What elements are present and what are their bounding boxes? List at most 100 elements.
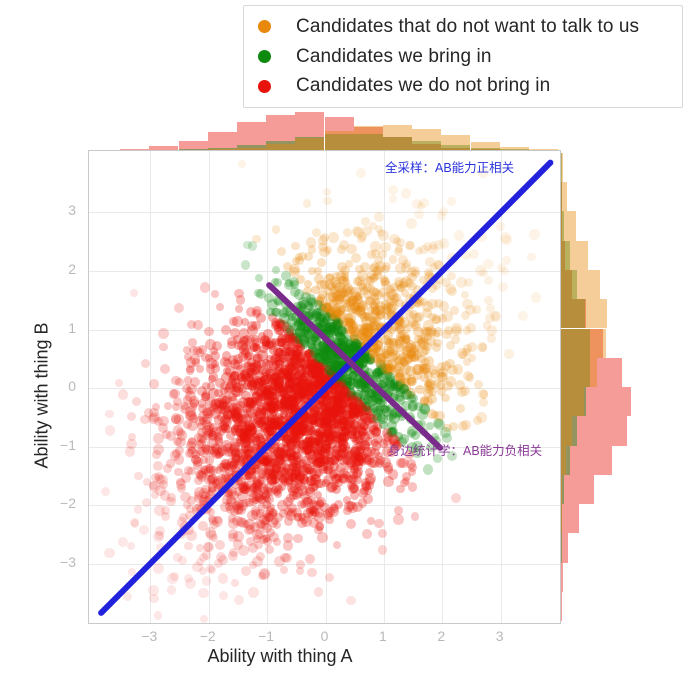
scatter-point: [287, 453, 296, 462]
scatter-point: [402, 335, 411, 345]
scatter-point: [182, 395, 193, 405]
scatter-point: [310, 380, 321, 390]
scatter-point: [104, 425, 116, 436]
scatter-point: [298, 427, 308, 437]
scatter-point: [281, 553, 292, 564]
scatter-point: [354, 358, 364, 368]
scatter-point: [241, 318, 249, 327]
scatter-point: [263, 494, 275, 505]
histogram-bar: [561, 445, 613, 475]
scatter-point: [287, 360, 297, 370]
scatter-point: [192, 503, 202, 514]
scatter-point: [451, 325, 462, 336]
scatter-point: [252, 555, 263, 567]
scatter-point: [424, 272, 434, 282]
scatter-point: [282, 393, 292, 403]
scatter-point: [332, 360, 342, 371]
scatter-point: [286, 483, 297, 494]
scatter-point: [344, 397, 354, 407]
scatter-point: [306, 496, 316, 506]
scatter-point: [336, 403, 347, 415]
scatter-point: [346, 391, 356, 401]
scatter-point: [321, 329, 330, 338]
scatter-point: [243, 449, 254, 460]
scatter-point: [163, 401, 173, 411]
scatter-point: [152, 460, 164, 472]
y-tick-label: 2: [68, 261, 76, 277]
scatter-point: [220, 458, 231, 469]
scatter-point: [260, 457, 270, 467]
scatter-point: [314, 381, 324, 390]
scatter-point: [478, 168, 488, 178]
scatter-point: [371, 441, 382, 451]
scatter-point: [349, 295, 359, 306]
scatter-point: [378, 439, 388, 449]
scatter-point: [345, 380, 355, 391]
scatter-point: [257, 470, 267, 479]
scatter-point: [326, 307, 336, 317]
scatter-point: [321, 349, 331, 359]
scatter-point: [261, 499, 271, 509]
scatter-point: [181, 384, 191, 394]
scatter-point: [424, 269, 435, 280]
scatter-point: [285, 448, 295, 458]
histogram-bar: [324, 130, 354, 150]
scatter-point: [261, 340, 272, 351]
scatter-point: [343, 323, 355, 334]
scatter-point: [270, 371, 282, 383]
scatter-point: [344, 343, 356, 355]
scatter-point: [401, 276, 412, 287]
scatter-point: [171, 375, 181, 386]
scatter-point: [210, 519, 220, 529]
scatter-point: [279, 467, 291, 479]
scatter-point: [204, 489, 215, 500]
scatter-point: [343, 316, 353, 326]
scatter-point: [408, 400, 419, 411]
scatter-point: [289, 403, 298, 413]
scatter-point: [410, 266, 421, 277]
scatter-point: [286, 374, 295, 383]
scatter-point: [350, 452, 360, 462]
scatter-point: [297, 513, 307, 522]
scatter-point: [316, 366, 325, 376]
legend-item[interactable]: Candidates that do not want to talk to u…: [258, 12, 672, 42]
scatter-point: [271, 463, 282, 474]
scatter-point: [331, 434, 342, 445]
scatter-point: [477, 388, 489, 400]
scatter-point: [349, 420, 360, 430]
scatter-point: [186, 505, 195, 514]
scatter-point: [392, 363, 402, 373]
scatter-point: [331, 414, 341, 424]
legend-item[interactable]: Candidates we bring in: [258, 42, 672, 72]
legend-item[interactable]: Candidates we do not bring in: [258, 71, 672, 101]
scatter-point: [357, 270, 369, 282]
scatter-point: [311, 310, 322, 322]
scatter-point: [325, 372, 335, 381]
scatter-point: [126, 412, 137, 422]
scatter-point: [329, 310, 338, 319]
scatter-point: [230, 410, 241, 421]
scatter-point: [282, 366, 293, 377]
scatter-point: [252, 308, 261, 318]
scatter-point: [428, 365, 439, 375]
scatter-point: [271, 463, 282, 474]
scatter-point: [230, 490, 240, 500]
scatter-point: [311, 336, 321, 346]
scatter-point: [220, 405, 230, 416]
scatter-point: [334, 392, 343, 401]
scatter-point: [402, 259, 412, 269]
scatter-point: [231, 378, 241, 388]
scatter-point: [386, 365, 396, 375]
scatter-point: [322, 326, 332, 335]
scatter-point: [182, 500, 191, 509]
scatter-point: [352, 358, 361, 367]
scatter-point: [233, 539, 244, 550]
scatter-point: [530, 292, 542, 303]
scatter-point: [369, 240, 381, 252]
scatter-point: [348, 469, 359, 479]
scatter-point: [312, 227, 322, 238]
scatter-point: [295, 567, 304, 576]
scatter-point: [248, 377, 260, 388]
scatter-point: [326, 407, 338, 419]
scatter-point: [337, 244, 346, 254]
